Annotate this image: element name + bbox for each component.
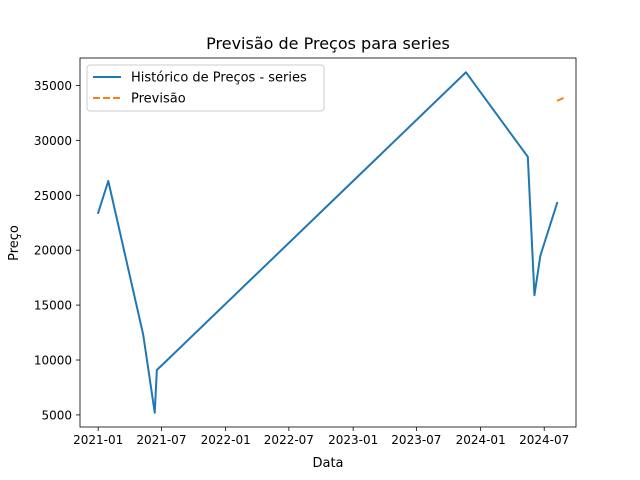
chart-title: Previsão de Preços para series [206,34,450,53]
y-tick-label: 25000 [34,189,72,203]
y-tick-label: 30000 [34,134,72,148]
x-tick-label: 2021-01 [73,433,123,447]
x-tick-label: 2023-01 [328,433,378,447]
legend: Histórico de Preços - series Previsão [86,64,325,112]
series-layer [96,71,565,414]
legend-box [86,64,325,112]
legend-label-historico: Histórico de Preços - series [131,71,307,86]
x-tick-label: 2021-07 [136,433,186,447]
plot-area [80,58,576,427]
x-axis-ticks: 2021-01 2021-07 2022-01 2022-07 2023-01 2023-… [73,427,569,447]
x-axis-label: Data [312,456,343,471]
x-tick-label: 2022-01 [201,433,251,447]
y-tick-label: 10000 [34,354,72,368]
y-axis-label: Preço [7,225,22,261]
x-tick-label: 2024-07 [519,433,569,447]
y-tick-label: 20000 [34,244,72,258]
x-tick-label: 2024-01 [456,433,506,447]
historico-series-line [96,71,559,414]
x-tick-label: 2022-07 [264,433,314,447]
y-axis-ticks: 5000 10000 15000 20000 25000 30000 35000 [34,79,80,422]
legend-label-previsao: Previsão [131,92,186,107]
y-tick-label: 15000 [34,299,72,313]
plot-frame [79,57,577,428]
y-tick-label: 5000 [41,408,72,422]
previsao-series-line [556,96,565,102]
x-tick-label: 2023-07 [391,433,441,447]
y-tick-label: 35000 [34,79,72,93]
